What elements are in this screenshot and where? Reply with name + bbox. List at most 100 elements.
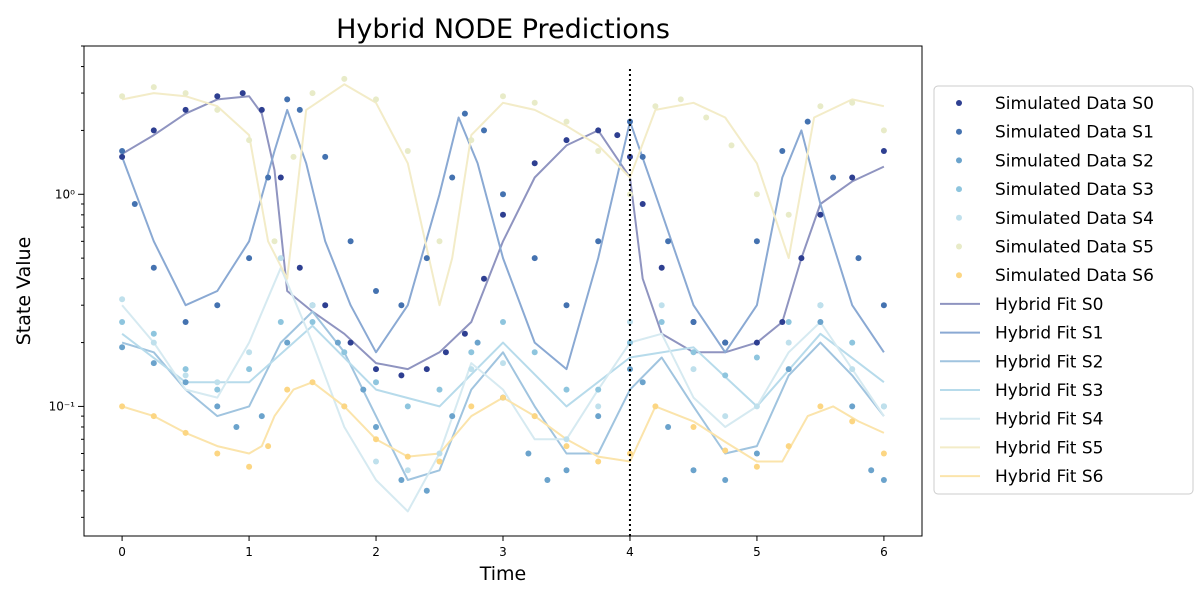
plot-area [119, 69, 887, 536]
data-point [341, 403, 348, 410]
data-point [753, 463, 760, 470]
data-point [481, 275, 487, 282]
data-point [461, 110, 468, 117]
data-point [563, 443, 570, 450]
data-point [246, 255, 253, 262]
data-point [880, 127, 887, 134]
data-point [271, 238, 278, 245]
data-point [830, 174, 837, 181]
data-point [563, 302, 570, 309]
data-point [785, 339, 792, 346]
data-point [309, 379, 316, 386]
x-tick-label: 2 [372, 545, 380, 559]
data-point [436, 458, 443, 465]
data-point [373, 366, 379, 373]
legend: Simulated Data S0 Simulated Data S1 Simula… [933, 85, 1194, 495]
y-tick-label: 10⁰ [55, 187, 75, 201]
data-point [373, 288, 379, 294]
data-point [595, 386, 602, 393]
data-point [639, 201, 646, 207]
data-point [182, 90, 189, 97]
legend-item-simulated-data-s4: Simulated Data S4 [956, 209, 1154, 229]
series-line-hybrid-fit-s0 [121, 95, 885, 371]
data-point [722, 477, 729, 483]
data-point [728, 142, 735, 149]
data-point [423, 255, 430, 262]
legend-item-hybrid-fit-s0: Hybrid Fit S0 [940, 295, 1103, 315]
data-point [423, 366, 430, 373]
data-point [474, 339, 481, 346]
data-point [849, 174, 856, 181]
series-simulated-data-s1 [119, 96, 887, 346]
data-point [531, 413, 538, 420]
data-point [500, 211, 506, 218]
data-point [119, 148, 126, 154]
data-point [880, 477, 887, 483]
x-tick-label: 5 [753, 545, 761, 559]
chart-title: Hybrid NODE Predictions [336, 14, 670, 45]
data-point [442, 349, 449, 356]
data-point [563, 118, 570, 125]
data-point [753, 339, 760, 346]
data-point [436, 386, 443, 393]
data-point [531, 99, 538, 106]
data-point [595, 148, 602, 154]
data-point [436, 450, 443, 457]
data-point [150, 84, 157, 91]
data-point [150, 264, 157, 271]
data-point [119, 153, 126, 160]
data-point [627, 450, 633, 457]
legend-marker [956, 186, 962, 193]
data-point [690, 366, 697, 373]
legend-label: Simulated Data S4 [995, 209, 1154, 229]
data-point [563, 137, 570, 144]
data-point [277, 174, 284, 181]
data-point [658, 264, 665, 271]
x-tick-label: 1 [245, 545, 253, 559]
data-point [131, 201, 138, 207]
data-point [880, 403, 887, 410]
data-point [753, 354, 760, 361]
data-point [214, 386, 221, 393]
data-point [373, 436, 379, 443]
data-point [150, 330, 157, 337]
data-point [722, 339, 729, 346]
data-point [150, 413, 157, 420]
legend-marker [956, 243, 962, 250]
data-point [880, 302, 887, 309]
legend-label: Hybrid Fit S6 [995, 467, 1103, 487]
data-point [246, 137, 253, 144]
data-point [798, 255, 805, 262]
data-point [817, 103, 824, 110]
legend-label: Hybrid Fit S1 [995, 324, 1103, 344]
data-point [214, 450, 221, 457]
data-point [855, 255, 862, 262]
data-point [677, 96, 684, 103]
series-simulated-data-s3 [119, 302, 887, 410]
data-point [182, 379, 189, 386]
data-point [753, 238, 760, 245]
legend-item-simulated-data-s5: Simulated Data S5 [956, 238, 1154, 258]
data-point [658, 319, 665, 325]
data-point [284, 386, 291, 393]
data-point [246, 366, 253, 373]
data-point [398, 372, 405, 379]
data-point [119, 296, 126, 303]
data-point [449, 174, 456, 181]
x-axis: 0 1 2 3 4 5 6 [118, 536, 888, 559]
data-point [880, 148, 887, 154]
data-point [182, 319, 189, 325]
data-point [119, 93, 126, 100]
legend-item-simulated-data-s1: Simulated Data S1 [956, 123, 1154, 143]
data-point [404, 467, 411, 474]
x-tick-label: 6 [880, 545, 888, 559]
data-point [753, 403, 760, 410]
data-point [652, 103, 659, 110]
data-point [373, 379, 379, 386]
data-point [849, 99, 856, 106]
data-point [182, 106, 189, 113]
data-point [690, 349, 697, 356]
series-line-hybrid-fit-s2 [121, 310, 885, 481]
data-point [849, 418, 856, 425]
data-point [595, 238, 602, 245]
